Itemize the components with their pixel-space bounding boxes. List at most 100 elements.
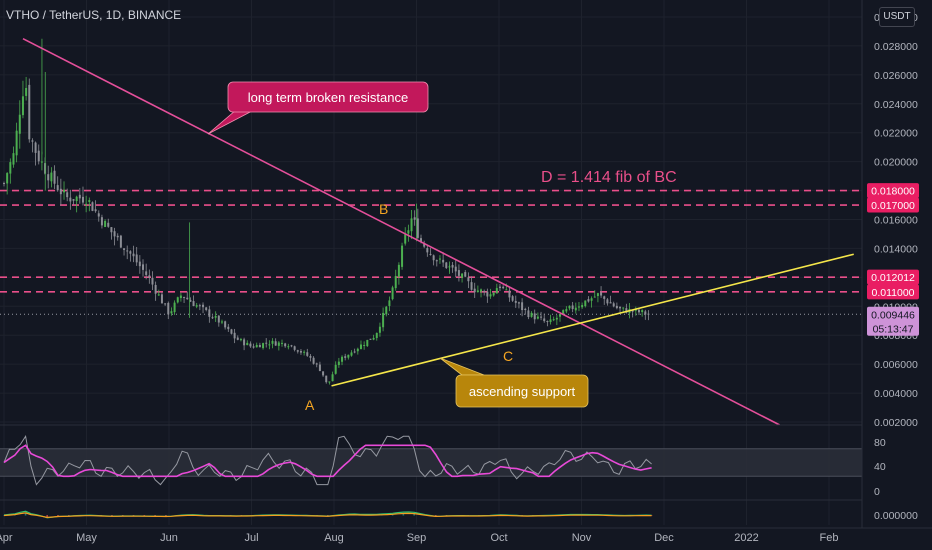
candle-body: [284, 343, 287, 347]
candle-body: [94, 209, 97, 212]
candle-body: [318, 364, 321, 371]
candle-body: [600, 292, 603, 296]
candle-body: [69, 197, 72, 202]
candle-body: [53, 170, 56, 184]
candle-body: [255, 344, 258, 348]
currency-button[interactable]: USDT: [879, 7, 915, 27]
y-tick-label: 0.016000: [874, 215, 918, 227]
candle-body: [546, 321, 549, 323]
candle-body: [426, 248, 429, 253]
candle-body: [596, 293, 599, 297]
candle-body: [536, 316, 539, 319]
candle-body: [451, 264, 454, 268]
candle-body: [205, 307, 208, 311]
support-trendline: [331, 253, 854, 387]
candle-body: [268, 344, 271, 346]
candle-body: [281, 342, 284, 344]
candle-body: [179, 295, 182, 299]
candle-body: [6, 173, 9, 184]
macd-histogram-bar: [165, 515, 167, 517]
candle-body: [391, 287, 394, 300]
candle-body: [334, 364, 337, 374]
candle-body: [372, 337, 375, 340]
candle-body: [107, 222, 110, 227]
candle-body: [641, 310, 644, 313]
macd-histogram-bar: [434, 515, 437, 517]
candle-body: [113, 231, 116, 237]
candle-body: [88, 200, 91, 202]
candle-body: [91, 202, 94, 211]
price-tag: [867, 197, 919, 213]
candle-body: [647, 313, 650, 315]
candle-body: [382, 312, 385, 328]
rsi-tick-label: 40: [874, 461, 886, 473]
candle-body: [552, 319, 555, 321]
candle-body: [249, 343, 252, 347]
candle-body: [72, 199, 75, 201]
candle-body: [432, 255, 435, 261]
candle-body: [549, 319, 552, 323]
price-tag-label: 0.017000: [871, 200, 915, 212]
x-tick-label: Apr: [0, 532, 13, 544]
candlestick-series: [3, 38, 650, 385]
candle-body: [110, 227, 113, 233]
candle-body: [277, 342, 280, 346]
price-tag-label: 0.012012: [871, 272, 915, 284]
candle-body: [25, 87, 28, 96]
candle-body: [562, 310, 565, 315]
candle-body: [37, 150, 40, 162]
candle-body: [167, 302, 170, 315]
candle-body: [637, 309, 640, 313]
candle-body: [568, 305, 571, 309]
candle-body: [246, 342, 249, 346]
candle-body: [132, 253, 135, 257]
candle-body: [410, 218, 413, 232]
candle-body: [227, 326, 230, 330]
candle-body: [312, 357, 315, 364]
annotations: long term broken resistance ascending sup…: [207, 81, 677, 413]
candle-body: [142, 264, 145, 270]
candle-body: [271, 340, 274, 344]
candle-body: [3, 183, 5, 185]
x-tick-label: Feb: [820, 532, 839, 544]
candle-body: [420, 238, 423, 242]
candle-body: [186, 297, 189, 300]
candle-body: [435, 260, 438, 262]
candle-body: [208, 309, 211, 317]
candle-body: [217, 315, 220, 323]
candle-body: [622, 307, 625, 309]
candle-body: [559, 313, 562, 317]
candle-body: [211, 317, 214, 319]
candle-body: [445, 262, 448, 268]
candle-body: [236, 337, 239, 340]
candle-body: [296, 350, 299, 352]
macd-histogram-bar: [650, 515, 653, 516]
candle-body: [176, 297, 179, 303]
macd-histogram-bar: [402, 513, 405, 516]
candle-body: [486, 291, 489, 297]
candle-body: [571, 305, 574, 310]
candle-body: [350, 352, 353, 356]
candle-body: [104, 220, 107, 228]
candle-body: [189, 299, 192, 302]
candle-body: [615, 305, 618, 309]
candle-body: [565, 309, 568, 312]
candle-body: [407, 230, 410, 234]
candle-body: [160, 294, 163, 304]
candle-body: [470, 282, 473, 290]
candle-body: [21, 96, 24, 116]
candle-body: [603, 296, 606, 299]
macd-tick-label: 0.000000: [874, 510, 918, 522]
candle-body: [97, 213, 100, 217]
candle-body: [612, 303, 615, 307]
candle-body: [34, 142, 37, 153]
candle-body: [480, 289, 483, 292]
x-tick-label: Sep: [407, 532, 427, 544]
candle-body: [306, 352, 309, 356]
x-tick-label: Dec: [654, 532, 674, 544]
y-tick-label: 0.020000: [874, 157, 918, 169]
trendlines: [22, 37, 854, 426]
candle-body: [429, 253, 432, 255]
candle-body: [644, 311, 647, 315]
